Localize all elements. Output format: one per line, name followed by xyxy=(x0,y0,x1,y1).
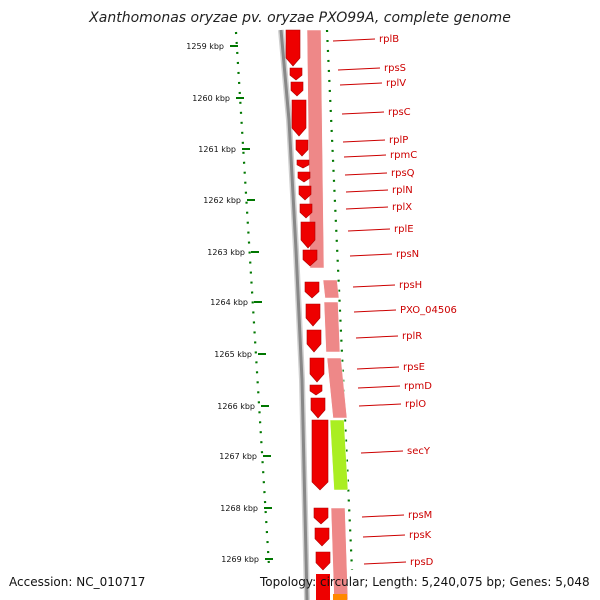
gene-leader-line xyxy=(361,514,405,518)
gene-arrow-rpsq[interactable] xyxy=(297,171,311,183)
gene-leader-line xyxy=(353,309,397,313)
gene-label-rplp[interactable]: rplP xyxy=(389,135,408,146)
gene-label-rpss[interactable]: rpsS xyxy=(384,63,406,74)
kbp-tick-label: 1263 kbp xyxy=(207,248,245,257)
gene-leader-line xyxy=(344,172,388,176)
kbp-tick-label: 1259 kbp xyxy=(186,42,224,51)
gene-label-rpsh[interactable]: rpsH xyxy=(399,280,422,291)
gene-arrow-rpln[interactable] xyxy=(298,185,312,201)
gene-label-rplx[interactable]: rplX xyxy=(392,202,412,213)
gene-arrow-pxo-04506[interactable] xyxy=(305,303,321,327)
gene-leader-line xyxy=(343,154,387,158)
kbp-tick-label: 1262 kbp xyxy=(203,196,241,205)
gene-label-rpsk[interactable]: rpsK xyxy=(409,530,432,541)
gene-leader-line xyxy=(337,67,381,71)
gene-arrow-rplx[interactable] xyxy=(299,203,313,219)
gene-leader-line xyxy=(339,82,383,86)
feature-segment xyxy=(330,507,349,600)
gene-label-rpsm[interactable]: rpsM xyxy=(408,510,432,521)
kbp-tick-label: 1269 kbp xyxy=(221,555,259,564)
gene-arrow-secy[interactable] xyxy=(311,419,329,491)
kbp-tick-label: 1265 kbp xyxy=(214,350,252,359)
gene-labels: rplB rpsS rplV rpsC rplP rpmC rpsQ rplN rplX rplE… xyxy=(332,34,457,568)
gene-arrow-rpsn[interactable] xyxy=(302,249,318,267)
gene-arrow-rplb[interactable] xyxy=(285,29,301,67)
gene-leader-line xyxy=(362,534,406,538)
genome-summary: Topology: circular; Length: 5,240,075 bp… xyxy=(260,575,590,589)
gene-leader-line xyxy=(349,253,393,257)
gene-leader-line xyxy=(341,111,385,115)
gene-leader-line xyxy=(345,189,389,193)
gene-leader-line xyxy=(345,206,389,210)
feature-partial xyxy=(333,594,347,600)
feature-track xyxy=(306,29,349,600)
feature-segment xyxy=(322,279,340,299)
gene-leader-line xyxy=(332,38,376,42)
gene-arrow-rpsh[interactable] xyxy=(304,281,320,299)
gene-arrow-rplv[interactable] xyxy=(290,81,304,97)
gene-label-rplb[interactable]: rplB xyxy=(379,34,399,45)
gene-label-rpmc[interactable]: rpmC xyxy=(390,150,417,161)
gene-arrow-rplr[interactable] xyxy=(306,329,322,353)
gene-label-rplv[interactable]: rplV xyxy=(386,78,406,89)
genome-backbone xyxy=(278,29,310,600)
gene-arrow-rpse[interactable] xyxy=(309,357,325,383)
gene-arrow-rplo[interactable] xyxy=(310,397,326,419)
gene-leader-line xyxy=(352,284,396,288)
gene-arrow-rpsc[interactable] xyxy=(291,99,307,137)
gene-label-rpln[interactable]: rplN xyxy=(392,185,413,196)
gene-leader-line xyxy=(347,228,391,232)
gene-track xyxy=(285,29,347,600)
gene-label-secy[interactable]: secY xyxy=(407,446,431,457)
gene-label-pxo-04506[interactable]: PXO_04506 xyxy=(400,305,457,316)
kbp-tick-label: 1266 kbp xyxy=(217,402,255,411)
gene-arrow-partial[interactable] xyxy=(316,574,330,600)
genome-title: Xanthomonas oryzae pv. oryzae PXO99A, co… xyxy=(89,10,511,26)
feature-segment xyxy=(329,419,349,491)
gene-arrow-rple[interactable] xyxy=(300,221,316,249)
gene-leader-line xyxy=(360,450,404,454)
gene-leader-line xyxy=(357,385,401,389)
gene-arrow-rplp[interactable] xyxy=(295,139,309,157)
feature-segment xyxy=(326,357,348,419)
accession-text: Accession: NC_010717 xyxy=(9,575,146,589)
gene-label-rpmd[interactable]: rpmD xyxy=(404,381,432,392)
kbp-tick-label: 1264 kbp xyxy=(210,298,248,307)
backbone-line xyxy=(279,29,309,600)
kbp-tick-label: 1260 kbp xyxy=(192,94,230,103)
gene-label-rple[interactable]: rplE xyxy=(394,224,414,235)
kbp-tick-label: 1261 kbp xyxy=(198,145,236,154)
gene-arrow-rpmd[interactable] xyxy=(309,384,323,396)
gene-label-rplo[interactable]: rplO xyxy=(405,399,426,410)
kbp-tick-label: 1267 kbp xyxy=(219,452,257,461)
gene-arrow-rpsd[interactable] xyxy=(315,551,331,571)
gene-label-rpsq[interactable]: rpsQ xyxy=(391,168,415,179)
kbp-tick-label: 1268 kbp xyxy=(220,504,258,513)
gene-label-rpsn[interactable]: rpsN xyxy=(396,249,419,260)
gene-leader-line xyxy=(358,403,402,407)
feature-segment xyxy=(323,301,341,353)
gene-label-rpsd[interactable]: rpsD xyxy=(410,557,434,568)
gene-leader-line xyxy=(356,366,400,370)
track-dots xyxy=(234,29,354,571)
gene-label-rpsc[interactable]: rpsC xyxy=(388,107,411,118)
gene-label-rplr[interactable]: rplR xyxy=(402,331,422,342)
gene-arrow-rpmc[interactable] xyxy=(296,159,310,169)
kbp-ruler: 1259 kbp 1260 kbp 1261 kbp 1262 kbp 1263 kbp… xyxy=(186,42,273,564)
gene-arrow-rpss[interactable] xyxy=(289,67,303,81)
gene-arrow-rpsk[interactable] xyxy=(314,527,330,547)
gene-label-rpse[interactable]: rpsE xyxy=(403,362,425,373)
gene-leader-line xyxy=(355,335,399,339)
gene-leader-line xyxy=(363,561,407,565)
track-dots-outer xyxy=(325,29,354,571)
gene-leader-line xyxy=(342,139,386,143)
gene-arrow-rpsm[interactable] xyxy=(313,507,329,525)
